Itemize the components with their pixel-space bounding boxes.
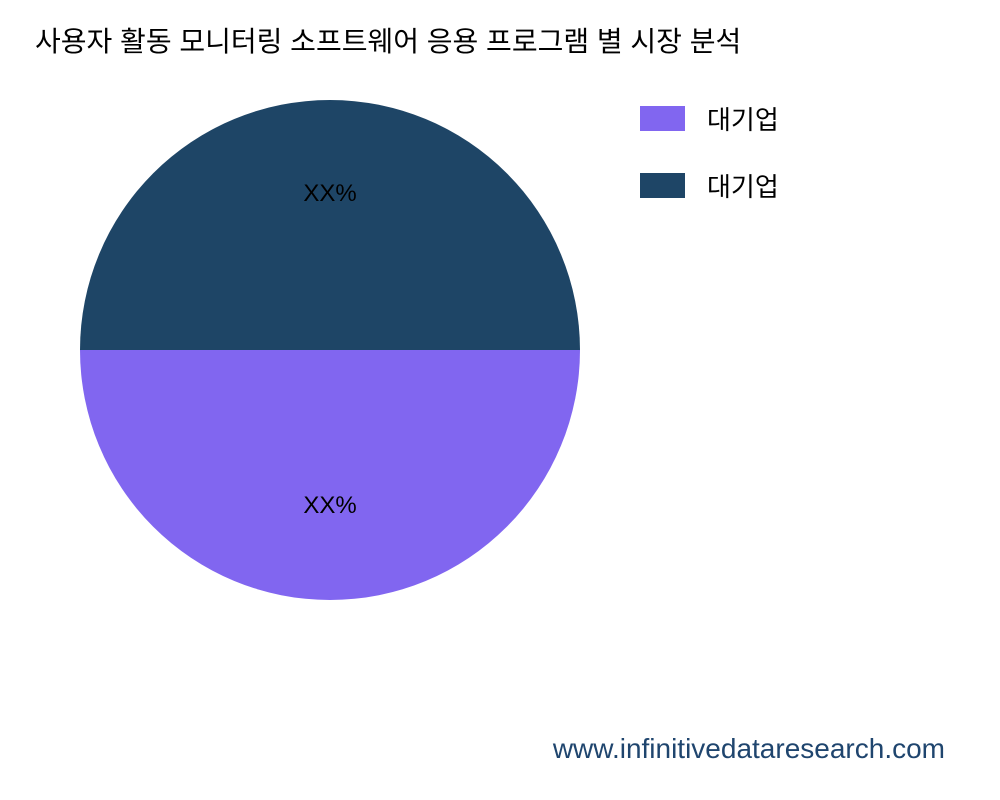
pie-svg: [80, 100, 580, 600]
legend-item: 대기업: [640, 167, 779, 204]
legend-item: 대기업: [640, 100, 779, 137]
legend-swatch: [640, 173, 685, 198]
pie-slice-label-bottom: XX%: [303, 492, 356, 520]
legend-label: 대기업: [707, 100, 779, 137]
legend: 대기업 대기업: [640, 100, 779, 234]
pie-slice-bottom: [80, 350, 580, 600]
pie-slice-top: [80, 100, 580, 350]
legend-label: 대기업: [707, 167, 779, 204]
legend-swatch: [640, 106, 685, 131]
pie-chart: XX% XX%: [80, 100, 580, 600]
chart-title: 사용자 활동 모니터링 소프트웨어 응용 프로그램 별 시장 분석: [35, 20, 741, 60]
pie-slice-label-top: XX%: [303, 180, 356, 208]
footer-attribution: www.infinitivedataresearch.com: [553, 733, 945, 765]
